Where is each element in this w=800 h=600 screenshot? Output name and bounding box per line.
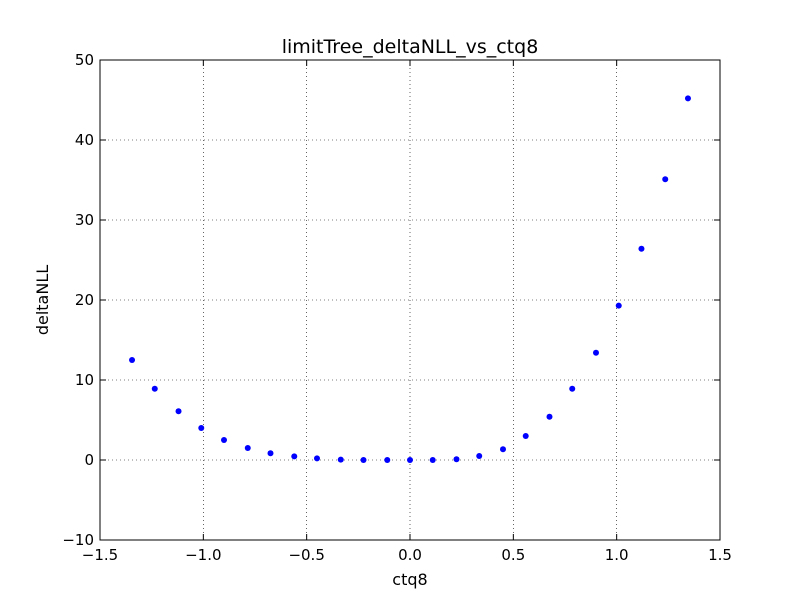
data-point [662, 176, 669, 183]
x-tick-label: −1.5 [82, 546, 118, 564]
data-point [638, 245, 645, 252]
data-point [407, 457, 413, 463]
chart-title: limitTree_deltaNLL_vs_ctq8 [282, 36, 539, 58]
y-tick-label: 30 [75, 211, 94, 229]
data-point [384, 457, 391, 463]
data-point [314, 455, 320, 462]
data-point [198, 425, 205, 431]
data-point [500, 446, 506, 453]
x-tick-label: −1.0 [185, 546, 221, 564]
data-point [291, 453, 298, 460]
data-point [615, 302, 622, 309]
data-point [129, 357, 136, 363]
data-point [546, 413, 553, 420]
data-point [337, 456, 344, 463]
y-tick-label: −10 [62, 531, 94, 549]
x-tick-label: 0.0 [398, 546, 422, 564]
data-point [429, 457, 436, 463]
data-point [476, 453, 483, 459]
axis-ticks [99, 59, 721, 541]
data-point [684, 95, 691, 102]
x-tick-label: 1.5 [708, 546, 732, 564]
y-tick-label: 20 [75, 291, 94, 309]
grid-lines [100, 60, 720, 540]
data-point [244, 445, 251, 451]
data-points [129, 95, 691, 463]
data-point [360, 457, 367, 463]
data-point [569, 385, 576, 392]
data-point [175, 408, 182, 415]
data-point [267, 450, 274, 457]
y-axis-label: deltaNLL [33, 265, 52, 335]
y-tick-label: 40 [75, 131, 94, 149]
x-tick-label: 1.0 [605, 546, 629, 564]
data-point [593, 349, 599, 356]
y-tick-label: 50 [75, 51, 94, 69]
x-tick-label: −0.5 [288, 546, 324, 564]
tick-labels: −1.5 −1.0 −0.5 0.0 0.5 1.0 1.5 −10 0 10 20 30 40 50 [62, 51, 732, 564]
x-tick-label: 0.5 [501, 546, 525, 564]
data-point [221, 437, 227, 443]
y-tick-label: 0 [84, 451, 94, 469]
y-tick-label: 10 [75, 371, 94, 389]
data-point [453, 456, 460, 463]
x-axis-label: ctq8 [392, 570, 427, 589]
data-point [522, 433, 529, 439]
data-point [151, 385, 158, 392]
